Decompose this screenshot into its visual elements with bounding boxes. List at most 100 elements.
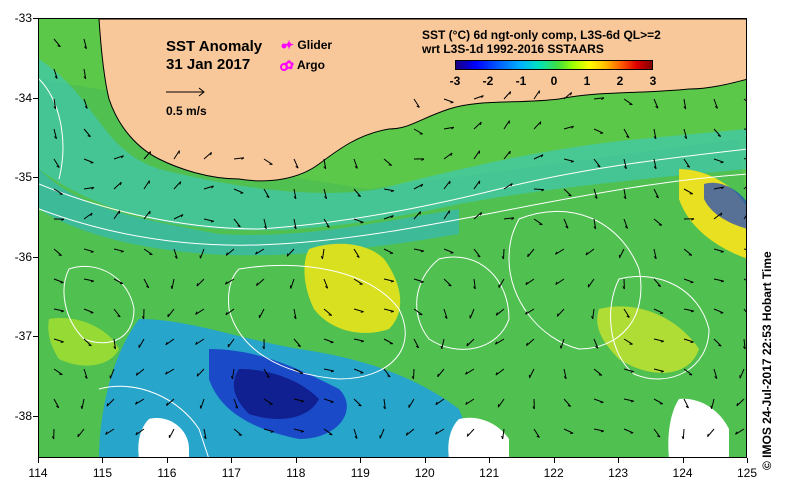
current-arrow <box>653 128 657 139</box>
x-tick-mark <box>166 458 168 463</box>
current-arrow <box>682 428 685 440</box>
current-arrow-head <box>354 436 358 439</box>
current-arrow <box>563 218 569 229</box>
current-arrow-head <box>653 136 657 140</box>
current-arrow-head <box>225 311 228 316</box>
current-arrow <box>503 91 511 100</box>
current-arrow-head <box>540 154 544 158</box>
current-arrow <box>379 428 385 439</box>
current-arrow <box>383 368 391 378</box>
current-arrow-head <box>501 435 504 440</box>
current-arrow-head <box>742 346 746 350</box>
current-arrow <box>383 278 394 282</box>
current-arrow <box>465 398 475 405</box>
current-arrow <box>443 152 453 160</box>
current-arrow-head <box>149 151 152 155</box>
current-arrow-head <box>688 254 692 256</box>
y-tick-label: -37 <box>14 329 32 343</box>
current-arrow <box>713 128 722 137</box>
current-arrow <box>173 248 178 259</box>
current-arrow <box>293 308 297 319</box>
current-arrow <box>473 248 481 258</box>
current-arrow <box>466 428 475 437</box>
current-arrow <box>203 218 214 222</box>
current-arrow-head <box>721 186 725 190</box>
x-tick-mark <box>553 458 555 463</box>
x-tick-label: 122 <box>543 466 564 480</box>
current-arrow-head <box>565 225 569 229</box>
current-arrow-head <box>585 252 588 256</box>
y-tick-label: -34 <box>14 90 32 105</box>
x-tick-label: 114 <box>28 466 48 480</box>
current-arrow-head <box>623 166 627 170</box>
current-arrow-head <box>83 76 87 80</box>
current-arrow <box>443 98 454 103</box>
current-arrow-head <box>174 256 178 259</box>
current-arrow-head <box>58 254 62 256</box>
current-arrow-head <box>60 310 64 313</box>
current-arrow <box>556 308 565 317</box>
current-arrow <box>293 368 304 374</box>
current-arrow <box>623 188 627 199</box>
current-arrow <box>383 248 394 254</box>
current-arrow-head <box>681 436 684 440</box>
current-arrow <box>707 428 715 438</box>
current-arrow <box>713 212 723 220</box>
current-arrow-head <box>411 376 414 380</box>
current-arrow-head <box>360 340 364 343</box>
current-arrow-head <box>241 157 245 160</box>
current-arrow <box>293 338 301 347</box>
current-arrow-head <box>465 401 468 405</box>
current-arrow <box>743 278 746 281</box>
current-arrow <box>53 368 63 376</box>
current-arrow-head <box>570 160 574 163</box>
current-arrow <box>383 308 394 312</box>
current-arrow <box>560 338 565 349</box>
legend-glider: ✦ Glider <box>284 38 332 52</box>
current-arrow <box>53 278 64 283</box>
current-arrow-head <box>195 311 198 315</box>
current-arrow <box>743 338 746 349</box>
glider-label: Glider <box>297 38 333 52</box>
current-arrow <box>563 188 572 197</box>
current-arrow-head <box>495 372 498 376</box>
current-arrow <box>619 248 625 259</box>
current-arrow-head <box>270 431 274 433</box>
current-arrow <box>353 398 362 407</box>
current-arrow <box>683 398 689 409</box>
current-arrow-head <box>559 345 562 349</box>
scale-arrow-icon <box>166 87 205 97</box>
current-arrow-head <box>511 217 515 221</box>
current-arrow <box>593 368 603 376</box>
current-arrow-head <box>134 401 138 405</box>
current-arrow <box>143 151 151 160</box>
current-arrow <box>232 368 235 379</box>
current-arrow-head <box>595 345 599 349</box>
current-arrow-head <box>690 310 694 313</box>
current-arrow <box>623 368 634 373</box>
y-tick-label: -36 <box>14 249 32 264</box>
current-arrow <box>713 158 724 163</box>
current-arrow-head <box>120 250 124 253</box>
current-arrow <box>166 398 175 406</box>
current-arrow <box>53 68 58 79</box>
current-arrow <box>263 218 267 229</box>
current-arrow <box>623 158 627 169</box>
current-arrow-head <box>325 286 329 289</box>
current-arrow <box>623 308 630 318</box>
current-arrow-head <box>61 218 65 221</box>
current-arrow-head <box>465 371 468 375</box>
current-arrow <box>233 188 244 194</box>
current-arrow-head <box>660 340 664 343</box>
current-arrow <box>353 428 358 439</box>
current-arrow <box>563 158 574 162</box>
current-arrow-head <box>293 226 297 230</box>
x-tick-label: 116 <box>157 466 177 480</box>
current-arrow-head <box>495 312 498 316</box>
current-arrow <box>353 158 358 169</box>
current-arrow-head <box>255 251 258 255</box>
current-arrow <box>408 398 415 408</box>
current-arrow-head <box>84 106 88 109</box>
current-arrow-head <box>707 433 709 437</box>
current-arrow-head <box>594 196 598 199</box>
